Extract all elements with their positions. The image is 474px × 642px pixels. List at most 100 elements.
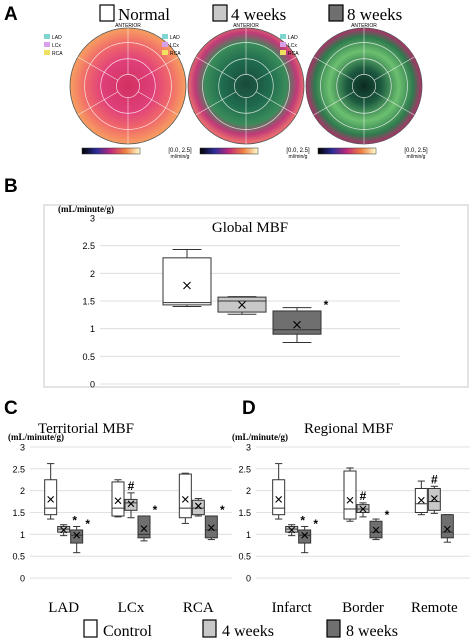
polar-map-spoke [373, 91, 415, 116]
legend-label-control: Control [103, 623, 152, 640]
box-body [137, 515, 151, 539]
polar-map-spoke [313, 56, 355, 81]
mean-marker [372, 526, 380, 534]
significance-mark: * [72, 513, 77, 527]
box-4-weeks-rca [191, 498, 205, 517]
box-body [427, 487, 441, 511]
mean-marker [181, 496, 189, 503]
polar-map-spoke [373, 56, 415, 81]
box-body [204, 515, 218, 539]
vessel-label-lad: LAD [288, 35, 298, 41]
box-body [44, 479, 58, 516]
y-tick-label: 0 [246, 574, 251, 584]
vessel-label-lad: LAD [52, 35, 62, 41]
box-body [272, 310, 322, 335]
significance-mark: * [85, 517, 90, 531]
y-tick-label: 0.5 [238, 552, 251, 562]
legend-label-normal: Normal [118, 5, 170, 24]
polar-map-top-label: ANTERIOR [351, 23, 377, 29]
polar-map-top-label: ANTERIOR [115, 23, 141, 29]
mean-marker [127, 500, 135, 508]
x-category-label: LCx [118, 600, 145, 616]
y-axis-label: (mL/minute/g) [232, 432, 288, 442]
mean-marker [346, 496, 354, 504]
box-control-remote [414, 480, 428, 516]
vessel-swatch-lcx [280, 42, 286, 47]
color-scale-bar [317, 147, 377, 155]
significance-mark: # [128, 479, 135, 493]
mean-marker [140, 525, 148, 533]
significance-mark: # [360, 489, 367, 503]
chart-territorial-mbf: Territorial MBF(mL/minute/g) 0 0.5 1 1.5 2 2.5… [8, 421, 232, 616]
box-8-weeks: * [272, 298, 329, 343]
scale-unit-label: ml/min/g [289, 154, 308, 160]
polar-map-spoke [137, 91, 179, 116]
mean-marker [194, 502, 202, 510]
mean-marker [359, 505, 367, 513]
box-control-rca [178, 472, 192, 524]
mean-marker [73, 531, 81, 539]
mean-marker [301, 531, 309, 539]
vessel-swatch-lad [162, 34, 168, 39]
mean-marker [275, 496, 283, 503]
x-category-label: LAD [48, 600, 79, 616]
chart-regional-mbf: Regional MBF (mL/minute/g) 0 0.5 1 1.5 2 2.5 3 In… [232, 421, 470, 616]
box-8-weeks-border: * [369, 508, 390, 541]
legend-label-4weeks-bottom: 4 weeks [222, 623, 274, 640]
panel-letter-a: A [4, 4, 18, 25]
y-tick-label: 3 [90, 214, 95, 224]
y-tick-label: 2.5 [82, 241, 95, 251]
vessel-label-rca: RCA [52, 51, 63, 57]
y-tick-label: 2 [90, 269, 95, 279]
chart-title: Global MBF [212, 220, 288, 236]
y-tick-label: 2.5 [238, 464, 251, 474]
scale-unit-label: ml/min/g [407, 154, 426, 160]
mean-marker [47, 496, 55, 503]
legend-label-8weeks: 8 weeks [347, 5, 402, 24]
box-8-weeks-remote [440, 514, 454, 543]
scale-range-label: [0.0, 2.5] [168, 148, 192, 154]
color-scale-bar [81, 147, 141, 155]
box-4-weeks-remote: # [427, 472, 441, 514]
y-tick-label: 3 [20, 443, 25, 453]
y-axis-label: (mL/minute/g) [8, 432, 64, 442]
y-tick-label: 2 [20, 486, 25, 496]
mean-marker [60, 526, 68, 534]
polar-map-spoke [137, 56, 179, 81]
polar-map-spoke [195, 91, 237, 116]
significance-mark: * [313, 517, 318, 531]
legend-swatch-8weeks-bottom [326, 619, 341, 638]
significance-mark: # [431, 472, 438, 486]
y-tick-label: 1 [20, 530, 25, 540]
vessel-label-lcx: LCx [52, 43, 61, 49]
vessel-label-rca: RCA [170, 51, 181, 57]
vessel-swatch-lcx [44, 42, 50, 47]
mean-marker [183, 281, 191, 290]
y-tick-label: 0 [20, 574, 25, 584]
box-body [440, 514, 454, 539]
box-4-weeks-lcx: # [124, 479, 138, 519]
vessel-label-lcx: LCx [170, 43, 179, 49]
y-tick-label: 1.5 [82, 297, 95, 307]
box-body [124, 498, 138, 511]
x-category-label: Remote [411, 600, 458, 616]
y-tick-label: 1.5 [238, 508, 251, 518]
legend-bottom: Control 4 weeks 8 weeks [83, 619, 398, 640]
box-body [298, 529, 312, 544]
panel-letter-b: B [4, 176, 18, 197]
legend-swatch-4weeks [212, 4, 228, 22]
polar-map-spoke [77, 91, 119, 116]
scale-range-label: [0.0, 2.5] [286, 148, 310, 154]
y-tick-label: 3 [246, 443, 251, 453]
significance-mark: * [153, 503, 158, 517]
y-tick-label: 1 [246, 530, 251, 540]
vessel-label-lad: LAD [170, 35, 180, 41]
polar-map-0: ANTERIOR LAD LCx RCA [0.0, 2.5]ml/min/g [44, 23, 192, 160]
vessel-swatch-rca [44, 50, 50, 55]
y-tick-label: 1 [90, 324, 95, 334]
polar-map-spoke [77, 56, 119, 81]
box-body [70, 529, 84, 544]
panel-letter-c: C [4, 398, 18, 419]
